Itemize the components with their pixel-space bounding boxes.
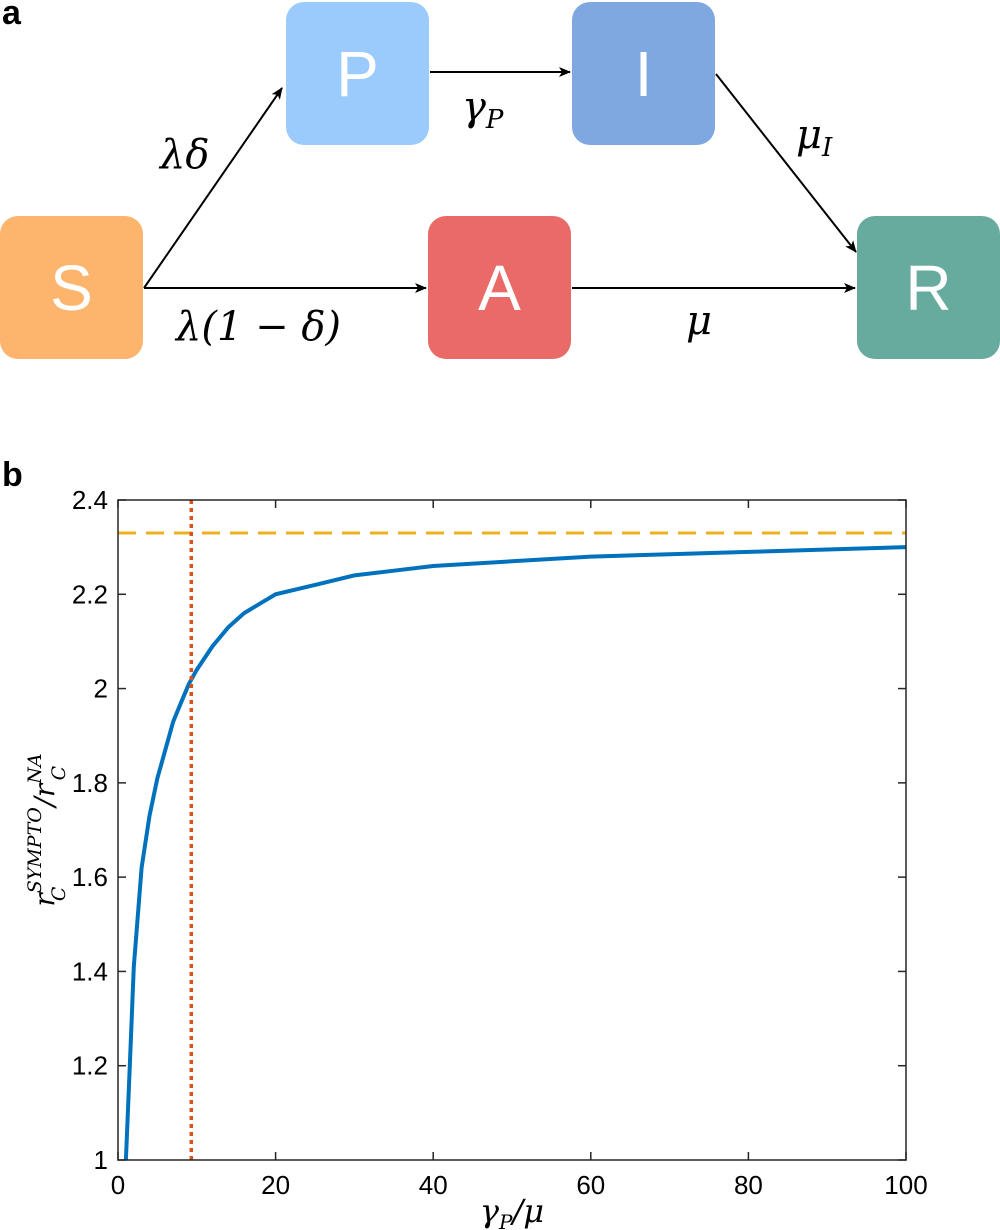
y-tick-label: 1.4 bbox=[72, 956, 108, 986]
y-tick-label: 2 bbox=[94, 674, 108, 704]
y-tick-label: 2.2 bbox=[72, 579, 108, 609]
rate-mu-i: μI bbox=[796, 112, 832, 163]
y-axis-title-slash: /r bbox=[28, 782, 61, 809]
plot-frame bbox=[117, 499, 907, 1161]
compartment-p: P bbox=[286, 2, 429, 145]
compartment-i: I bbox=[572, 2, 715, 145]
y-tick-label: 2.4 bbox=[72, 485, 108, 515]
x-tick-label: 40 bbox=[419, 1170, 448, 1200]
x-tick-label: 0 bbox=[111, 1170, 125, 1200]
y-axis-title-sup1: SYMPTO bbox=[24, 807, 46, 893]
y-axis-title-r1: r bbox=[28, 892, 61, 907]
arrow-s-to-p bbox=[143, 87, 283, 289]
rate-gamma-p: γP bbox=[462, 84, 503, 135]
panel-b-label: b bbox=[2, 456, 23, 494]
rate-lambda-delta: λδ bbox=[160, 132, 210, 178]
compartment-s: S bbox=[0, 216, 143, 359]
y-tick-label: 1 bbox=[94, 1145, 108, 1175]
rate-mu: μ bbox=[686, 298, 712, 344]
x-axis-title-rest: /μ bbox=[510, 1192, 545, 1230]
flow-diagram-arrows bbox=[143, 67, 857, 293]
x-tick-label: 100 bbox=[884, 1170, 927, 1200]
rate-gamma-symbol: γ bbox=[462, 84, 486, 130]
y-axis-title-sup2: NA bbox=[24, 753, 46, 784]
y-axis-title-sub1: C bbox=[48, 886, 70, 901]
rate-lambda-one-minus-delta: λ(1 − δ) bbox=[176, 304, 342, 350]
x-tick-label: 60 bbox=[576, 1170, 605, 1200]
y-axis-title: rSYMPTOC/rNA C bbox=[24, 753, 70, 906]
y-tick-label: 1.8 bbox=[72, 768, 108, 798]
y-tick-label: 1.2 bbox=[72, 1051, 108, 1081]
compartment-r: R bbox=[857, 216, 1000, 359]
rate-mu-subscript: I bbox=[822, 133, 833, 163]
x-tick-label: 80 bbox=[734, 1170, 763, 1200]
x-tick-label: 20 bbox=[261, 1170, 290, 1200]
x-axis-title-sub: P bbox=[498, 1210, 513, 1230]
x-axis-title-gamma: γ bbox=[480, 1192, 500, 1230]
rate-mu-symbol: μ bbox=[796, 112, 822, 158]
panel-a-label: a bbox=[2, 0, 21, 32]
y-tick-label: 1.6 bbox=[72, 862, 108, 892]
compartment-a: A bbox=[428, 216, 571, 359]
rate-gamma-subscript: P bbox=[485, 105, 504, 135]
ratio-curve-series bbox=[123, 545, 906, 1160]
x-axis-title: γP/μ bbox=[480, 1192, 544, 1230]
arrow-i-to-r bbox=[715, 73, 857, 253]
y-axis-title-sub2: C bbox=[48, 765, 70, 780]
